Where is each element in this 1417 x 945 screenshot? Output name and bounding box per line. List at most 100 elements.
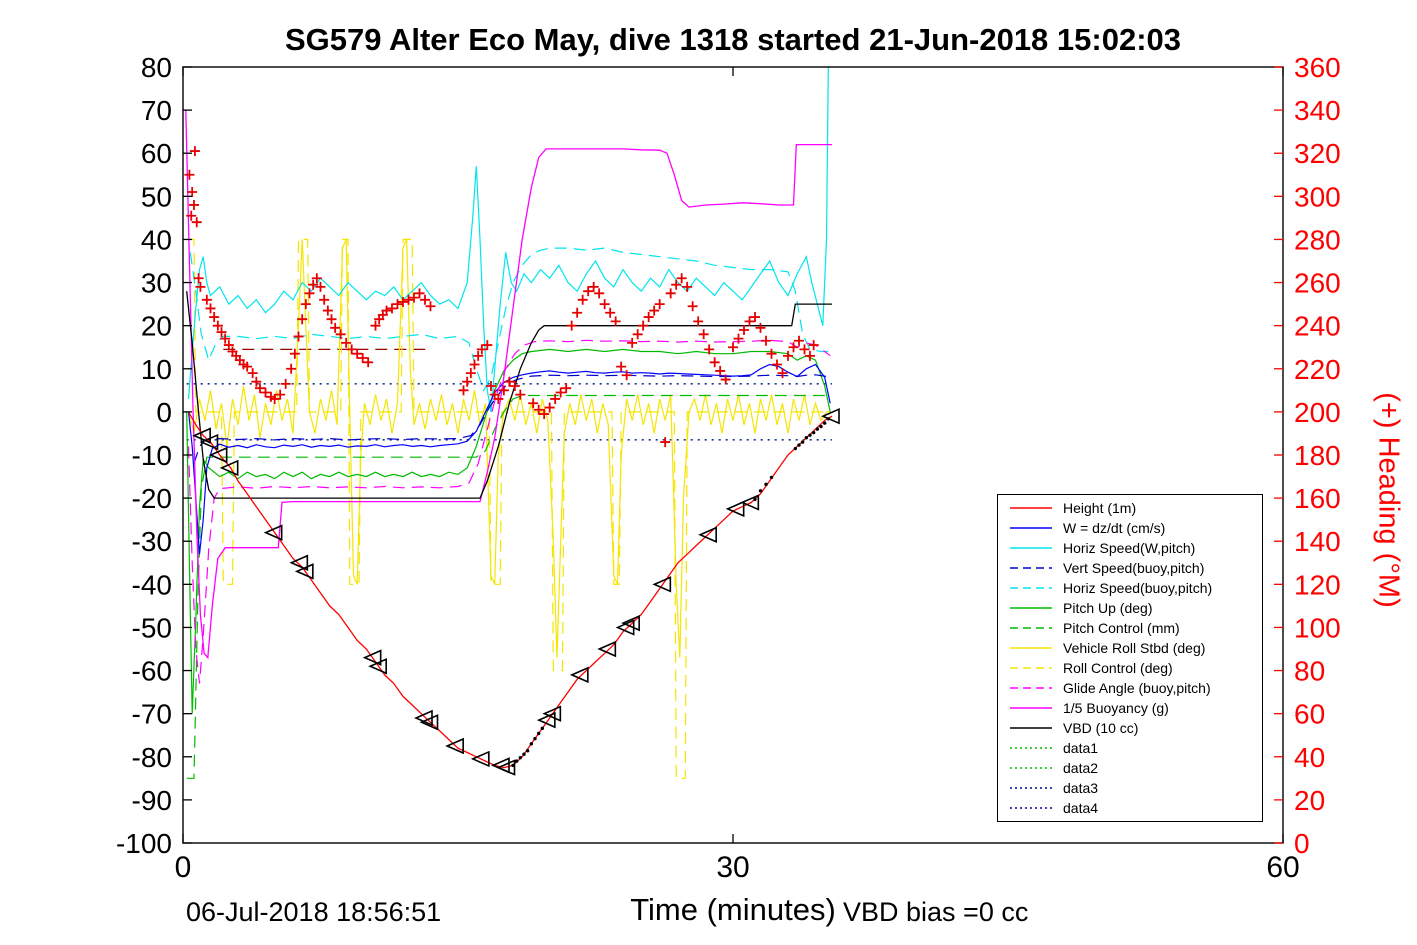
y-left-tick-label: 50 — [141, 181, 172, 212]
series-vehicle-roll-stbd-deg — [187, 239, 831, 658]
legend-line-sample — [1010, 647, 1052, 649]
heading-plus-marker — [212, 320, 223, 331]
heading-plus-marker — [255, 383, 265, 394]
heading-plus-marker — [544, 402, 555, 413]
y-left-tick-label: -100 — [116, 828, 172, 859]
legend-item-horiz-speed-w-pitch: Horiz Speed(W,pitch) — [998, 539, 1262, 557]
y-right-tick-label: 120 — [1294, 569, 1341, 600]
track-dot — [518, 755, 523, 760]
heading-plus-marker — [698, 329, 709, 340]
series-vert-speed-buoy-pitch — [193, 374, 831, 464]
heading-plus-marker — [425, 301, 436, 312]
heading-plus-marker — [744, 316, 755, 327]
series-pitch-up-deg — [186, 348, 831, 714]
heading-plus-marker — [709, 357, 720, 368]
heading-plus-marker — [269, 393, 280, 404]
y-left-tick-label: -20 — [132, 483, 172, 514]
legend-line-sample — [1010, 667, 1052, 669]
heading-plus-marker — [280, 378, 291, 389]
legend-item-horiz-speed-buoy-pitch: Horiz Speed(buoy,pitch) — [998, 579, 1262, 597]
legend-line-sample — [1010, 547, 1052, 549]
legend-line-sample — [1010, 687, 1052, 689]
y-right-tick-label: 260 — [1294, 268, 1341, 299]
heading-plus-marker — [515, 389, 526, 400]
vbd-bias-annotation: VBD bias =0 cc — [843, 897, 1029, 927]
dive-triangle-marker — [294, 563, 314, 580]
legend-line-sample — [1010, 707, 1052, 709]
heading-plus-marker — [808, 340, 819, 351]
series-w-dz-dt-cm-s — [187, 363, 831, 555]
legend-label: data3 — [1063, 780, 1099, 796]
track-dot — [529, 742, 534, 746]
heading-plus-marker — [599, 299, 610, 310]
y-left-tick-label: 40 — [141, 224, 172, 255]
heading-plus-marker — [643, 312, 654, 323]
legend-label: data1 — [1063, 740, 1099, 756]
heading-plus-marker — [654, 299, 665, 310]
heading-plus-marker — [458, 385, 469, 396]
track-dot — [522, 752, 526, 756]
y-left-tick-label: -30 — [132, 526, 172, 557]
heading-plus-marker — [220, 333, 231, 344]
y-left-tick-label: 20 — [141, 311, 172, 342]
heading-plus-marker — [761, 335, 771, 346]
heading-plus-marker — [297, 314, 308, 325]
legend-item-vert-speed-buoy-pitch: Vert Speed(buoy,pitch) — [998, 559, 1262, 577]
heading-plus-marker — [363, 357, 374, 368]
heading-plus-marker — [209, 312, 220, 323]
heading-plus-marker — [223, 340, 234, 351]
track-dot — [800, 440, 805, 444]
heading-plus-marker — [242, 361, 253, 372]
track-dot — [819, 424, 823, 429]
dive-triangle-marker — [542, 705, 562, 722]
y-right-tick-label: 220 — [1294, 354, 1341, 385]
legend-item-vehicle-roll-stbd-deg: Vehicle Roll Stbd (deg) — [998, 639, 1262, 657]
heading-plus-marker — [352, 348, 363, 359]
heading-plus-marker — [304, 288, 315, 299]
legend-line-sample — [1010, 787, 1052, 789]
heading-plus-marker — [205, 303, 216, 314]
heading-plus-marker — [728, 342, 738, 353]
heading-plus-marker — [777, 368, 788, 379]
y-right-tick-label: 180 — [1294, 440, 1341, 471]
y-left-tick-label: 10 — [141, 354, 172, 385]
heading-plus-marker — [805, 350, 815, 361]
legend-item-w-dz-dt-cm-s: W = dz/dt (cm/s) — [998, 519, 1262, 537]
y-right-tick-label: 20 — [1294, 785, 1325, 816]
y-right-tick-label: 200 — [1294, 397, 1341, 428]
track-dot — [793, 446, 798, 451]
series-layer — [184, 67, 840, 779]
heading-plus-marker — [330, 322, 341, 333]
heading-plus-marker — [300, 299, 311, 310]
heading-plus-marker — [693, 316, 704, 327]
y-left-tick-label: -40 — [132, 569, 172, 600]
heading-plus-marker — [799, 344, 810, 355]
heading-plus-marker — [588, 281, 599, 292]
y-right-tick-label: 80 — [1294, 656, 1325, 687]
heading-plus-marker — [550, 393, 561, 404]
heading-plus-marker — [632, 329, 643, 340]
legend-label: Horiz Speed(buoy,pitch) — [1063, 580, 1213, 596]
legend-item-glide-angle-buoy-pitch: Glide Angle (buoy,pitch) — [998, 679, 1262, 697]
heading-plus-marker — [715, 365, 726, 376]
track-dot — [808, 433, 812, 437]
heading-plus-marker — [251, 376, 262, 387]
right-y-axis-label: (+) Heading (°M) — [1372, 392, 1405, 608]
y-right-tick-label: 340 — [1294, 95, 1341, 126]
dive-triangle-marker — [821, 407, 840, 425]
legend-label: VBD (10 cc) — [1063, 720, 1139, 736]
heading-plus-marker — [403, 294, 414, 305]
x-axis-label: Time (minutes) — [630, 892, 836, 927]
heading-plus-marker — [665, 288, 676, 299]
legend-label: 1/5 Buoyancy (g) — [1063, 700, 1169, 716]
y-right-tick-label: 280 — [1294, 224, 1341, 255]
track-dot — [753, 497, 757, 502]
heading-plus-marker — [577, 294, 588, 305]
heading-plus-marker — [493, 393, 504, 404]
legend-label: Vert Speed(buoy,pitch) — [1063, 560, 1205, 576]
dive-triangle-marker — [445, 737, 464, 755]
heading-plus-marker — [621, 370, 632, 381]
heading-plus-marker — [189, 146, 200, 157]
dive-triangle-marker — [740, 494, 760, 511]
